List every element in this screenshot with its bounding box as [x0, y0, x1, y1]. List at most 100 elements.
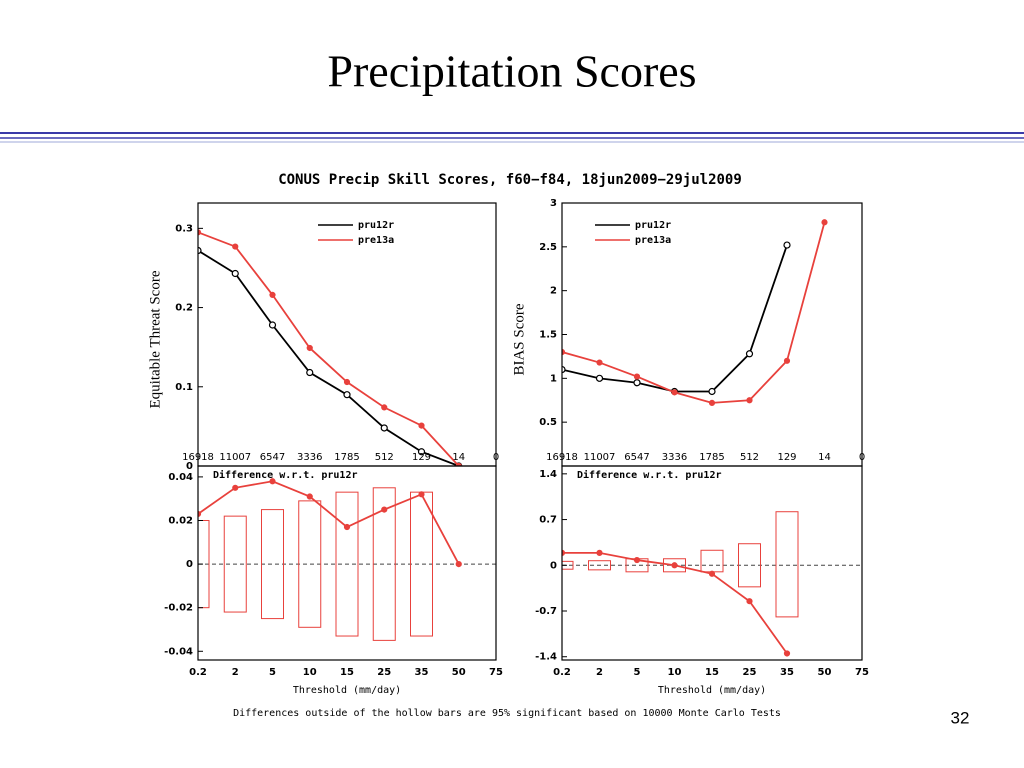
interval-bar — [775, 511, 799, 618]
legend-label: pru12r — [358, 220, 394, 231]
figure-title: CONUS Precip Skill Scores, f60−f84, 18ju… — [278, 172, 742, 188]
x-tick-label: 3336 — [297, 452, 322, 463]
point — [269, 291, 276, 298]
y-tick-label: 1.5 — [539, 330, 557, 341]
plot-area — [198, 229, 463, 466]
y-tick-label: 0.5 — [539, 417, 557, 428]
y-tick-label: 0.1 — [175, 382, 193, 393]
point — [381, 404, 388, 411]
legend-label: pru12r — [635, 220, 671, 231]
point — [596, 359, 603, 366]
series-line — [198, 231, 460, 466]
point — [343, 378, 351, 386]
x-tick-label: 50 — [452, 667, 466, 678]
point — [746, 397, 753, 404]
point — [343, 391, 351, 399]
point — [595, 374, 604, 382]
point — [671, 562, 678, 569]
x-tick-label: 10 — [303, 667, 317, 678]
x-tick-label: 6547 — [624, 452, 649, 463]
legend-label: pre13a — [358, 235, 394, 246]
panel-title: Difference w.r.t. pru12r — [577, 469, 722, 481]
point — [746, 598, 753, 605]
y-tick-label: 1 — [550, 373, 557, 384]
x-tick-label: 15 — [705, 667, 719, 678]
interval-bar — [223, 515, 247, 613]
panel-title: Difference w.r.t. pru12r — [213, 469, 358, 481]
x-tick-label: 10 — [668, 667, 682, 678]
y-tick-label: 0 — [550, 560, 557, 571]
point — [562, 348, 566, 356]
interval-bar — [298, 500, 322, 628]
x-tick-label: 25 — [743, 667, 757, 678]
x-tick-label: 5 — [634, 667, 641, 678]
point — [633, 373, 641, 380]
x-tick-label: 15 — [340, 667, 354, 678]
y-tick-label: -0.04 — [164, 646, 193, 657]
x-axis-label: Threshold (mm/day) — [293, 685, 401, 696]
y-tick-label: -0.02 — [164, 603, 193, 614]
y-tick-label: -0.7 — [535, 606, 557, 617]
point — [268, 321, 277, 329]
x-tick-label: 14 — [818, 452, 831, 463]
point — [633, 556, 641, 564]
x-tick-label: 2 — [232, 667, 239, 678]
point — [232, 243, 239, 250]
x-tick-label: 35 — [415, 667, 429, 678]
interval-bar — [562, 560, 574, 570]
point — [562, 365, 566, 374]
x-tick-label: 0 — [859, 452, 865, 463]
point — [455, 560, 462, 568]
x-tick-label: 129 — [777, 452, 796, 463]
point — [306, 368, 314, 377]
point — [306, 493, 313, 500]
point — [783, 357, 791, 364]
plot-area — [562, 511, 862, 657]
point — [417, 448, 426, 456]
x-tick-label: 512 — [740, 452, 759, 463]
point — [783, 650, 791, 657]
point — [232, 484, 239, 491]
x-tick-label: 35 — [780, 667, 794, 678]
point — [745, 350, 754, 358]
x-tick-label: 0.2 — [189, 667, 207, 678]
x-tick-label: 11007 — [219, 452, 251, 463]
plot-frame — [197, 465, 497, 661]
series-line — [562, 222, 826, 404]
point — [671, 389, 678, 396]
point — [783, 241, 791, 249]
legend-label: pre13a — [635, 235, 671, 246]
x-tick-label: 11007 — [584, 452, 616, 463]
x-tick-label: 16918 — [546, 452, 578, 463]
interval-bar — [588, 560, 611, 571]
series-line — [562, 244, 788, 393]
x-tick-label: 1785 — [699, 452, 724, 463]
interval-bar — [335, 491, 359, 637]
x-tick-label: 512 — [375, 452, 394, 463]
point — [198, 246, 202, 255]
point — [418, 422, 425, 429]
point — [708, 570, 716, 577]
interval-bar — [738, 543, 761, 588]
point — [231, 269, 239, 278]
x-tick-label: 14 — [452, 452, 465, 463]
x-tick-label: 0 — [493, 452, 499, 463]
x-tick-label: 0.2 — [553, 667, 571, 678]
plot-frame — [561, 465, 863, 661]
page-number: 32 — [951, 708, 970, 727]
point — [596, 549, 603, 556]
interval-bar — [663, 558, 686, 573]
interval-bar — [700, 549, 724, 573]
point — [269, 478, 276, 485]
y-tick-label: 0 — [186, 559, 193, 570]
point — [198, 510, 202, 518]
point — [562, 549, 566, 556]
footnote: Differences outside of the hollow bars a… — [233, 708, 781, 719]
plot-area — [562, 219, 828, 406]
y-tick-label: -1.4 — [535, 652, 557, 663]
point — [380, 424, 388, 432]
x-tick-label: 1785 — [334, 452, 359, 463]
x-tick-label: 2 — [596, 667, 603, 678]
x-tick-label: 6547 — [260, 452, 285, 463]
